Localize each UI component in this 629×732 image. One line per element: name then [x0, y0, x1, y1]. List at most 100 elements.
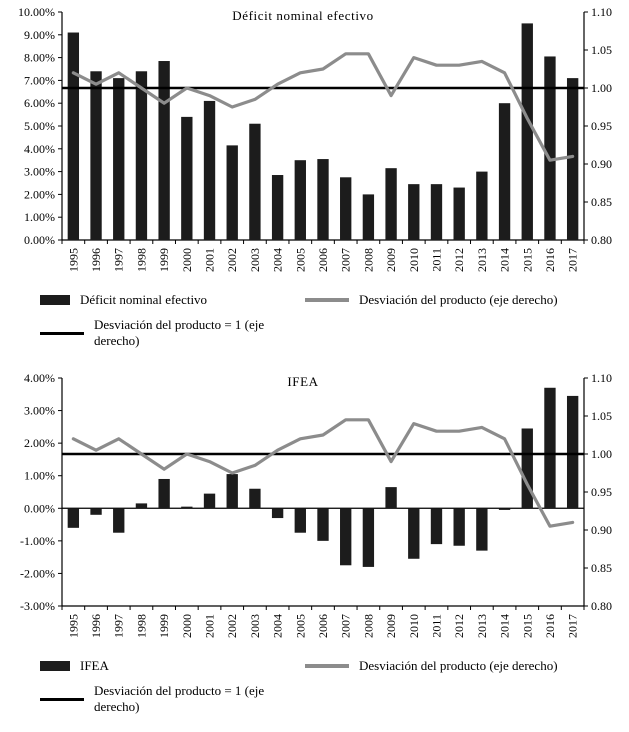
x-axis-label-2000: 2000 [180, 614, 194, 638]
x-axis-label-2002: 2002 [225, 248, 239, 272]
x-axis-label-1998: 1998 [134, 248, 148, 272]
bar-2000 [181, 116, 193, 240]
chart-deficit-nominal-canvas: 0.00% 1.00% 2.00% 3.00% 4.00% 5.00% 6.00% 7.00%… [0, 0, 629, 290]
legend-item-desviacion-del-producto: Desviación del producto (eje derecho) [305, 292, 558, 308]
bar-2016 [544, 56, 556, 241]
left-axis-tick-label: 1.00% [24, 469, 55, 483]
right-axis-tick-label: 1.00 [591, 447, 612, 461]
right-axis-tick-label: 0.95 [591, 119, 612, 133]
right-axis-tick-label: 1.10 [591, 371, 612, 385]
bar-2009 [385, 168, 397, 240]
x-axis-label-2007: 2007 [339, 614, 353, 638]
legend-item-deficit-nominal-efectivo: Déficit nominal efectivo [40, 292, 305, 308]
bar-2013 [476, 508, 488, 551]
chart-title: IFEA [287, 374, 318, 389]
left-axis-tick-label: 2.00% [24, 187, 55, 201]
legend-item-ifea: IFEA [40, 658, 305, 674]
right-axis-tick-label: 1.05 [591, 409, 612, 423]
deficit-nominal-efectivo-plot: 0.00% 1.00% 2.00% 3.00% 4.00% 5.00% 6.00% 7.00%… [18, 5, 612, 272]
right-axis-tick-label: 0.80 [591, 599, 612, 613]
bar-2014 [498, 508, 511, 510]
bar-1998 [135, 71, 148, 240]
bar-1996 [90, 71, 102, 240]
legend-row: Déficit nominal efectivo Desviación del p… [40, 292, 629, 308]
bar-1995 [67, 508, 80, 528]
bar-2004 [271, 175, 284, 240]
x-axis-label-2012: 2012 [452, 614, 466, 638]
x-axis-label-2017: 2017 [566, 248, 580, 272]
right-axis-tick-label: 1.10 [591, 5, 612, 19]
x-axis-label-2006: 2006 [316, 614, 330, 638]
x-axis-label-2011: 2011 [429, 248, 443, 272]
legend-row: Desviación del producto = 1 (eje derecho… [40, 683, 629, 715]
x-axis-label-2013: 2013 [475, 614, 489, 638]
left-axis-tick-label: 0.00% [24, 233, 55, 247]
bar-2006 [317, 159, 329, 240]
bar-2001 [203, 493, 216, 509]
x-axis-label-2009: 2009 [384, 614, 398, 638]
bar-2008 [362, 194, 375, 240]
chart-deficit-nominal-legend: Déficit nominal efectivo Desviación del p… [0, 290, 629, 366]
bar-2005 [294, 160, 306, 240]
left-axis-tick-label: 0.00% [24, 501, 55, 515]
chart-ifea-legend: IFEA Desviación del producto (eje derecho… [0, 656, 629, 732]
x-axis-label-1995: 1995 [66, 614, 80, 638]
x-axis-label-2013: 2013 [475, 248, 489, 272]
bar-1997 [113, 78, 125, 241]
line-black-swatch-icon [40, 697, 84, 701]
x-axis-label-1997: 1997 [112, 248, 126, 272]
bar-2016 [544, 387, 556, 509]
figure-two-panel-chart: 0.00% 1.00% 2.00% 3.00% 4.00% 5.00% 6.00% 7.00%… [0, 0, 629, 714]
legend-label: IFEA [80, 658, 109, 673]
x-axis-label-2014: 2014 [498, 614, 512, 638]
chart-block-ifea: -3.00% -2.00% -1.00% 0.00% 1.00% 2.00% 3.00% 4.… [0, 366, 629, 732]
bar-2014 [498, 103, 511, 240]
bar-2010 [408, 508, 420, 559]
bar-1999 [158, 478, 170, 509]
x-axis-label-2001: 2001 [203, 614, 217, 638]
bar-2011 [430, 184, 443, 240]
x-axis-label-2005: 2005 [293, 614, 307, 638]
right-axis-tick-label: 0.80 [591, 233, 612, 247]
bar-swatch-icon [40, 295, 70, 305]
bar-2002 [226, 474, 238, 509]
x-axis-label-2002: 2002 [225, 614, 239, 638]
left-axis-tick-label: -3.00% [20, 599, 55, 613]
bar-2015 [521, 23, 533, 241]
bar-2003 [249, 488, 261, 509]
x-axis-label-1996: 1996 [89, 614, 103, 638]
bar-2008 [362, 508, 375, 567]
bar-1995 [67, 32, 80, 240]
bar-2013 [476, 171, 488, 240]
x-axis-label-2000: 2000 [180, 248, 194, 272]
x-axis-label-2003: 2003 [248, 248, 262, 272]
legend-label: Desviación del producto = 1 (eje derecho… [94, 683, 265, 714]
legend-label: Desviación del producto (eje derecho) [359, 658, 558, 673]
x-axis-label-1996: 1996 [89, 248, 103, 272]
x-axis-label-1997: 1997 [112, 614, 126, 638]
left-axis-tick-label: -1.00% [20, 534, 55, 548]
left-axis-tick-label: 1.00% [24, 210, 55, 224]
bar-2007 [340, 508, 352, 566]
chart-title: Déficit nominal efectivo [232, 8, 373, 23]
x-axis-label-2015: 2015 [520, 248, 534, 272]
x-axis-label-2003: 2003 [248, 614, 262, 638]
bar-2017 [566, 395, 579, 509]
x-axis-label-2017: 2017 [566, 614, 580, 638]
x-axis-label-2008: 2008 [361, 614, 375, 638]
bar-2007 [340, 177, 352, 240]
x-axis-label-1999: 1999 [157, 248, 171, 272]
x-axis-label-2011: 2011 [429, 614, 443, 638]
bar-1998 [135, 503, 148, 509]
x-axis-label-1998: 1998 [134, 614, 148, 638]
legend-label: Desviación del producto = 1 (eje derecho… [94, 317, 265, 348]
line-black-swatch-icon [40, 331, 84, 335]
x-axis-label-2009: 2009 [384, 248, 398, 272]
right-axis-tick-label: 0.85 [591, 195, 612, 209]
chart-ifea-canvas: -3.00% -2.00% -1.00% 0.00% 1.00% 2.00% 3.00% 4.… [0, 366, 629, 656]
bar-2005 [294, 508, 306, 533]
bar-2015 [521, 428, 533, 509]
bar-2017 [566, 78, 579, 241]
left-axis-tick-label: 2.00% [24, 436, 55, 450]
bar-swatch-icon [40, 661, 70, 671]
